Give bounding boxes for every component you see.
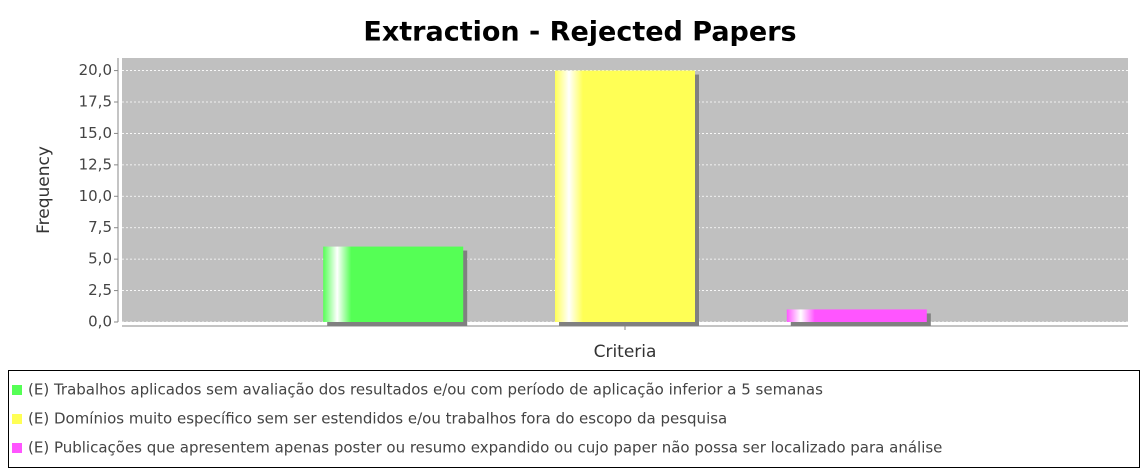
legend-swatch — [12, 414, 22, 424]
y-tick-label: 12,5 — [79, 155, 112, 173]
y-tick-label: 2,5 — [88, 281, 112, 299]
legend-label: (E) Trabalhos aplicados sem avaliação do… — [28, 381, 823, 399]
y-tick-label: 5,0 — [88, 250, 112, 268]
y-tick-label: 15,0 — [79, 124, 112, 142]
bar — [786, 309, 927, 322]
legend-swatch — [12, 443, 22, 453]
y-tick-label: 20,0 — [79, 61, 112, 79]
bar — [323, 246, 464, 322]
bar — [555, 70, 695, 322]
x-axis-label: Criteria — [594, 342, 657, 362]
y-tick-label: 10,0 — [79, 187, 112, 205]
y-axis-label: Frequency — [34, 146, 54, 234]
legend-label: (E) Domínios muito específico sem ser es… — [28, 410, 727, 428]
legend: (E) Trabalhos aplicados sem avaliação do… — [12, 381, 942, 457]
y-tick-label: 17,5 — [79, 93, 112, 111]
y-tick-label: 0,0 — [88, 313, 112, 331]
legend-swatch — [12, 385, 22, 395]
chart-title: Extraction - Rejected Papers — [363, 17, 796, 48]
y-tick-label: 7,5 — [88, 218, 112, 236]
legend-label: (E) Publicações que apresentem apenas po… — [28, 439, 942, 457]
